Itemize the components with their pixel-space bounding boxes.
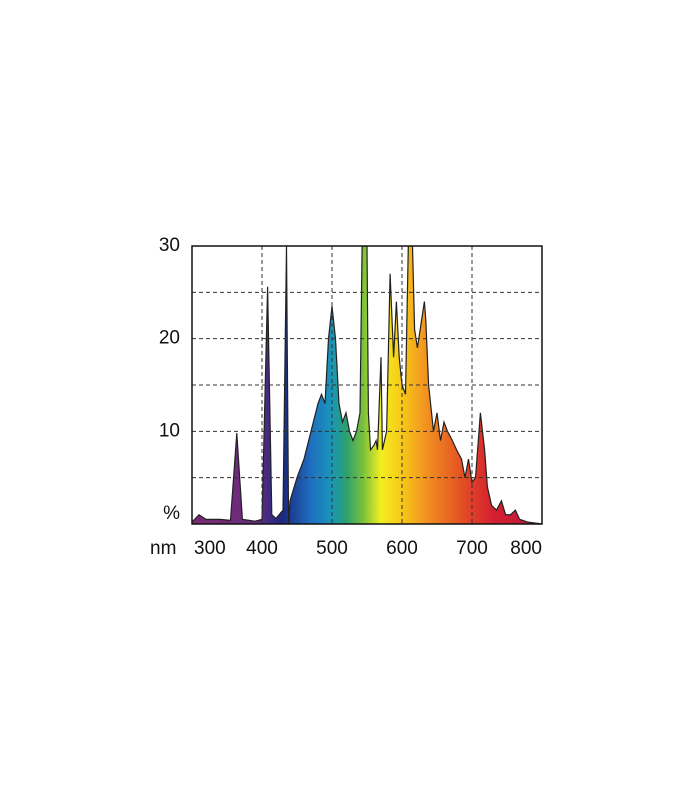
x-tick-label: 600 — [386, 538, 418, 559]
y-tick-label: 10 — [159, 420, 180, 441]
x-tick-label: 800 — [510, 538, 542, 559]
x-tick-label: 300 — [194, 538, 226, 559]
y-tick-label: 20 — [159, 328, 180, 349]
y-tick-label: 30 — [159, 235, 180, 256]
x-tick-label: 500 — [316, 538, 348, 559]
x-axis-label: nm — [150, 538, 176, 559]
y-tick-label: % — [163, 503, 180, 524]
x-tick-label: 700 — [456, 538, 488, 559]
x-tick-label: 400 — [246, 538, 278, 559]
plot-frame — [191, 245, 543, 525]
